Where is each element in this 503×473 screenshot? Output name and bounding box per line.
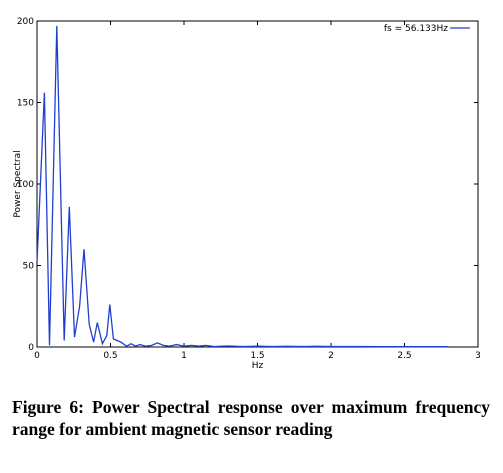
axis-tick-labels: 0 0.5 1 1.5 2 2.5 3 0 50 100 150 200 [17, 17, 481, 361]
legend-label: fs = 56.133Hz [384, 24, 448, 34]
y-tick-label: 0 [28, 343, 34, 353]
x-tick-label: 3 [475, 351, 481, 361]
x-tick-label: 1.5 [250, 351, 264, 361]
x-tick-label: 0.5 [103, 351, 117, 361]
power-spectral-figure: 0 0.5 1 1.5 2 2.5 3 0 50 100 150 200 Hz Power Spect… [13, 17, 481, 371]
y-tick-label: 50 [23, 262, 35, 272]
y-tick-label: 100 [17, 180, 34, 190]
axis-ticks [36, 20, 479, 348]
x-tick-label: 0 [34, 351, 40, 361]
x-tick-label: 1 [181, 351, 187, 361]
y-tick-label: 150 [17, 99, 34, 109]
power-spectral-chart: 0 0.5 1 1.5 2 2.5 3 0 50 100 150 200 Hz Power Spect… [13, 17, 481, 371]
x-tick-label: 2.5 [397, 351, 411, 361]
x-tick-label: 2 [328, 351, 334, 361]
series-line-fs [36, 25, 449, 348]
figure-caption: Figure 6: Power Spectral response over m… [12, 397, 490, 439]
x-axis-label: Hz [252, 361, 264, 371]
plot-frame [36, 20, 479, 348]
y-tick-label: 200 [17, 17, 34, 27]
legend: fs = 56.133Hz [384, 24, 470, 34]
y-axis-label: Power Spectral [13, 150, 23, 217]
